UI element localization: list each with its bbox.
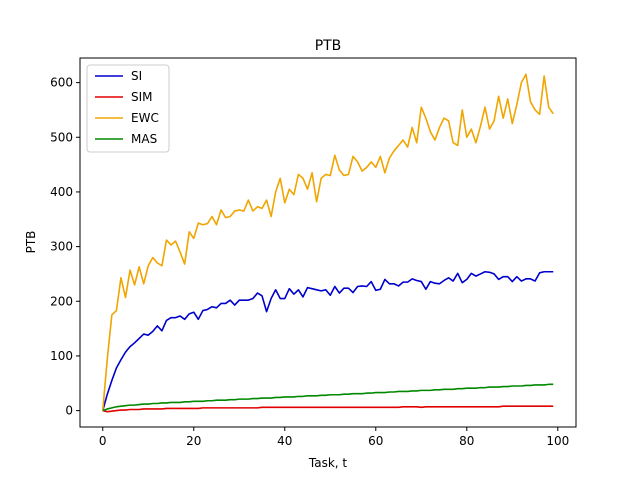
legend-label-ewc: EWC — [131, 111, 159, 125]
legend: SI SIM EWC MAS — [86, 64, 170, 153]
x-axis-label: Task, t — [308, 456, 348, 470]
legend-label-mas: MAS — [131, 132, 157, 146]
y-tick-label: 400 — [50, 185, 73, 199]
legend-box — [86, 64, 170, 153]
y-tick-label: 200 — [50, 294, 73, 308]
y-tick-label: 100 — [50, 349, 73, 363]
legend-label-sim: SIM — [131, 90, 153, 104]
series-line-si — [101, 270, 554, 411]
y-tick-label: 0 — [65, 404, 73, 418]
y-axis-ticks: 0 100 200 300 400 500 600 — [50, 76, 80, 418]
x-tick-label: 20 — [186, 434, 201, 448]
series-line-ewc — [101, 73, 554, 411]
x-tick-label: 100 — [546, 434, 569, 448]
x-tick-label: 80 — [459, 434, 474, 448]
y-tick-label: 300 — [50, 240, 73, 254]
legend-label-si: SI — [131, 69, 142, 83]
y-tick-label: 500 — [50, 130, 73, 144]
y-axis-label: PTB — [24, 231, 38, 254]
plot-lines — [101, 73, 554, 413]
y-tick-label: 600 — [50, 76, 73, 90]
plot-frame — [79, 57, 577, 428]
series-line-sim — [102, 405, 554, 413]
chart-title: PTB — [315, 38, 342, 54]
x-axis-ticks: 0 20 40 60 80 100 — [99, 427, 569, 448]
series-line-mas — [102, 383, 554, 412]
x-tick-label: 40 — [277, 434, 292, 448]
x-tick-label: 0 — [99, 434, 107, 448]
x-tick-label: 60 — [368, 434, 383, 448]
